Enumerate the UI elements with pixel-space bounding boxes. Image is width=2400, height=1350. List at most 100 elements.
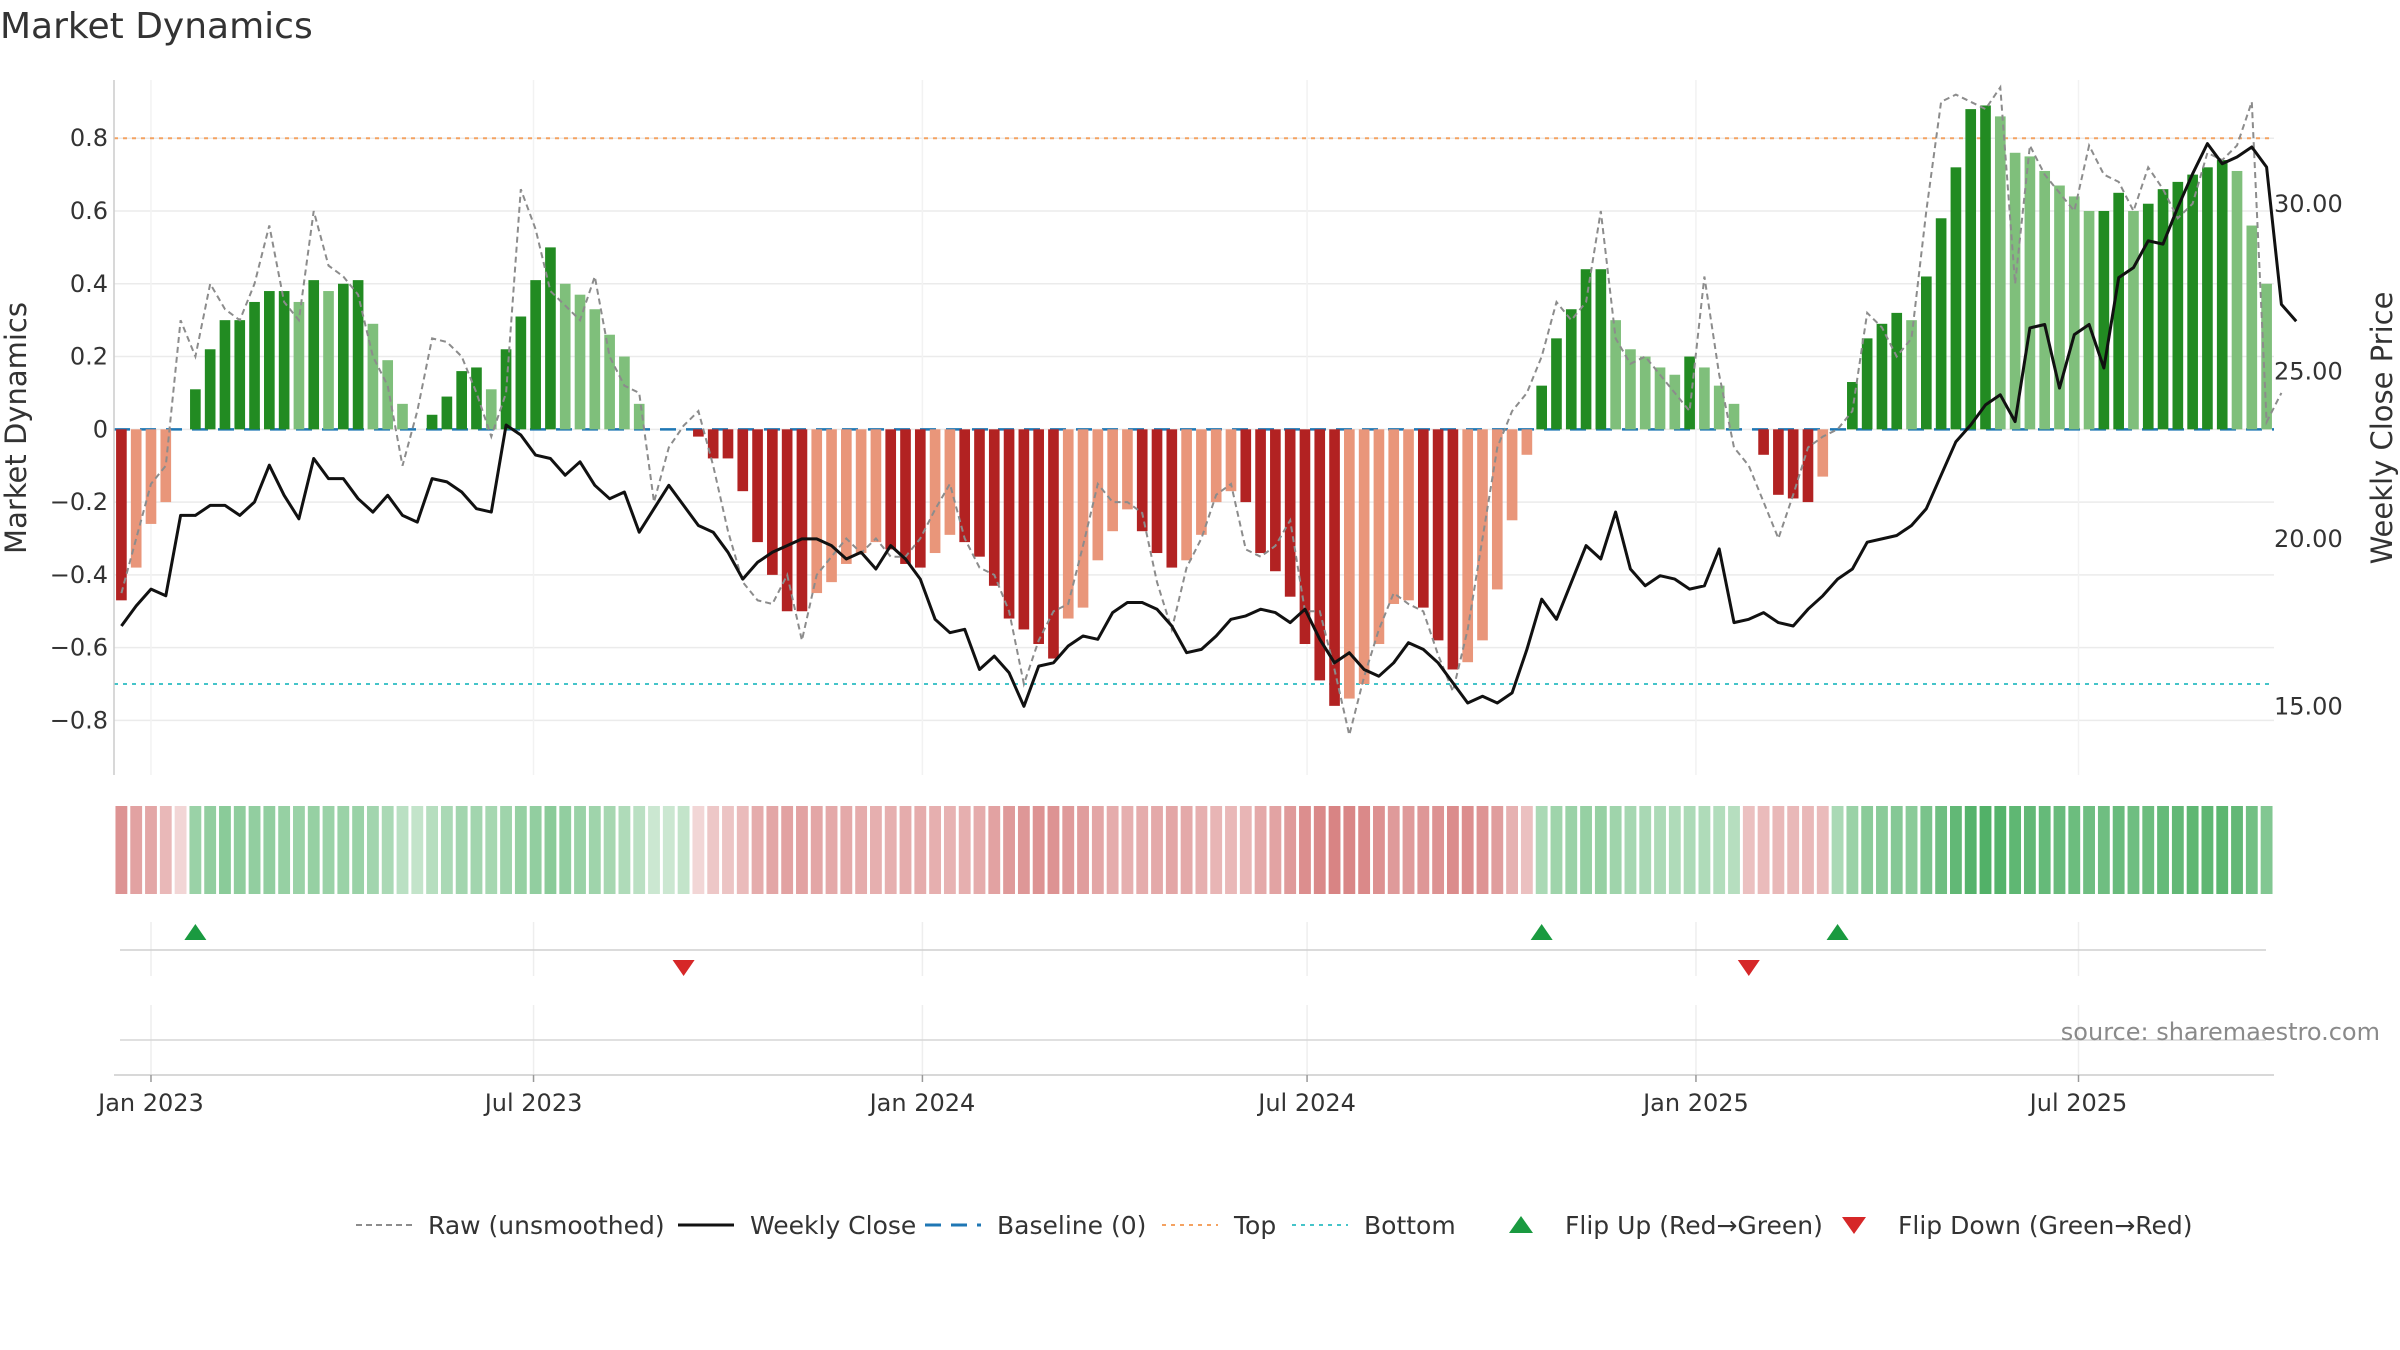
y-axis-label: Market Dynamics — [0, 302, 33, 554]
dynamics-bar — [1802, 429, 1814, 503]
dynamics-bar — [1432, 429, 1444, 641]
heat-strip-cell — [263, 806, 276, 894]
dynamics-bar — [841, 429, 852, 564]
dynamics-bar — [2172, 181, 2184, 430]
dynamics-bar — [1003, 429, 1015, 619]
bottom-panel — [120, 1005, 2266, 1075]
dynamics-bar — [145, 429, 157, 524]
heat-strip-cell — [1373, 806, 1385, 894]
heat-strip-cell — [1520, 806, 1533, 894]
dynamics-bar — [441, 396, 453, 430]
dynamics-bar — [545, 247, 556, 430]
heat-strip-cell — [633, 806, 646, 894]
heat-strip-cell — [1506, 806, 1518, 894]
x-tick-label: Jan 2025 — [1641, 1089, 1749, 1117]
heat-strip-cell — [1077, 806, 1089, 894]
source-note: source: sharemaestro.com — [2061, 1018, 2380, 1046]
heat-strip-cell — [2201, 806, 2214, 894]
dynamics-bar — [811, 429, 823, 594]
dynamics-bar — [1654, 367, 1666, 430]
dynamics-bar — [826, 429, 837, 583]
heat-strip-cell — [189, 806, 202, 894]
dynamics-bar — [456, 371, 467, 430]
heat-strip-cell — [1461, 806, 1474, 894]
heat-strip-cell — [1195, 806, 1208, 894]
dynamics-bar — [619, 356, 630, 430]
dynamics-bar — [1980, 105, 1991, 430]
dynamics-bar — [1950, 167, 1962, 430]
dynamics-bar — [1417, 429, 1429, 608]
y-tick-label: −0.4 — [50, 561, 108, 589]
heat-strip-cell — [1565, 806, 1578, 894]
dynamics-bar — [2054, 185, 2065, 430]
heat-strip-cell — [825, 806, 838, 894]
heat-strip-cell — [2231, 806, 2243, 894]
dynamics-bar — [1861, 338, 1873, 430]
flip-down-marker — [1737, 960, 1760, 976]
legend: Raw (unsmoothed) Weekly Close Baseline (0)… — [356, 1211, 2193, 1240]
dynamics-bar — [1580, 269, 1592, 430]
heat-strip-cell — [2068, 806, 2081, 894]
raw-series-line — [120, 84, 2283, 736]
heat-strip-cell — [870, 806, 882, 894]
heat-strip-cell — [514, 806, 527, 894]
heat-strip-cell — [1994, 806, 2007, 894]
dynamics-bar — [722, 429, 734, 459]
heat-strip-cell — [1935, 806, 1948, 894]
dynamics-bar — [1329, 429, 1340, 706]
heat-strip-cell — [337, 806, 350, 894]
dynamics-bar — [2157, 189, 2169, 430]
heat-strip-cell — [618, 806, 631, 894]
dynamics-bar — [974, 429, 985, 557]
heat-strip-cell — [2171, 806, 2184, 894]
heat-strip-cell — [1654, 806, 1666, 894]
dynamics-bar — [870, 429, 882, 543]
dynamics-bar — [1388, 429, 1400, 604]
dynamics-bar — [1062, 429, 1074, 619]
heat-strip-cell — [1787, 806, 1800, 894]
dynamics-bar — [855, 429, 867, 554]
heat-strip-cell — [1062, 806, 1075, 894]
dynamics-bar — [1521, 429, 1533, 455]
flip-markers-panel — [120, 922, 2266, 976]
weekly-close-line — [120, 142, 2298, 708]
dynamics-bar — [1994, 116, 2006, 430]
dynamics-bar — [1817, 429, 1829, 477]
dynamics-bar — [1876, 323, 1888, 430]
heat-strip-cell — [2127, 806, 2140, 894]
heat-strip-cell — [2083, 806, 2095, 894]
heat-strip-cell — [366, 806, 379, 894]
flip-up-marker — [1530, 924, 1553, 940]
heat-strip-cell — [855, 806, 868, 894]
heat-strip-cell — [1757, 806, 1770, 894]
dynamics-bar — [382, 360, 394, 430]
dynamics-bar — [2098, 210, 2110, 430]
heat-strip-cell — [958, 806, 971, 894]
heat-strip-cell — [1180, 806, 1193, 894]
heat-strip-cell — [1816, 806, 1829, 894]
heat-strip-cell — [2023, 806, 2036, 894]
heat-strip-cell — [1609, 806, 1622, 894]
y-tick-label: −0.8 — [50, 706, 108, 734]
heat-strip-cell — [307, 806, 320, 894]
dynamics-bar — [1935, 218, 1947, 430]
heat-strip-cell — [1254, 806, 1267, 894]
legend-swatch — [1509, 1216, 1533, 1233]
dynamics-bar — [1077, 429, 1089, 608]
dynamics-bar — [1639, 356, 1651, 430]
dynamics-bar — [1713, 385, 1725, 430]
y-tick-label: 0.8 — [70, 124, 108, 152]
legend-label: Top — [1233, 1211, 1276, 1240]
heat-strip-cell — [2186, 806, 2199, 894]
dynamics-bar — [1048, 429, 1059, 659]
heat-strip-cell — [1017, 806, 1030, 894]
heat-strip-cell — [1091, 806, 1104, 894]
dynamics-bar — [1758, 429, 1769, 455]
heat-strip-cell — [1639, 806, 1652, 894]
heat-strip-cell — [1284, 806, 1297, 894]
dynamics-bar — [914, 429, 926, 568]
dynamics-bar — [308, 280, 320, 430]
heat-strip-cell — [722, 806, 734, 894]
heat-strip-cell — [899, 806, 912, 894]
